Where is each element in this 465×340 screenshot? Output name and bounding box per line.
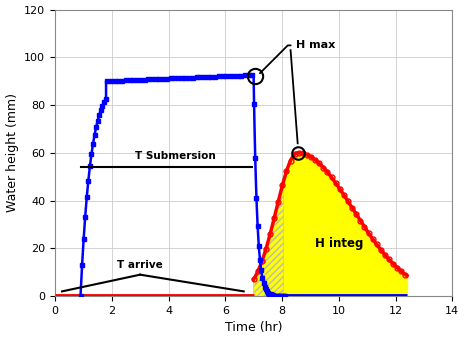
Text: T arrive: T arrive [117, 260, 163, 270]
Y-axis label: Water height (mm): Water height (mm) [6, 94, 19, 212]
Text: H max: H max [260, 40, 336, 73]
Text: T Submersion: T Submersion [135, 151, 216, 161]
X-axis label: Time (hr): Time (hr) [225, 321, 282, 335]
Text: H integ: H integ [315, 237, 363, 250]
